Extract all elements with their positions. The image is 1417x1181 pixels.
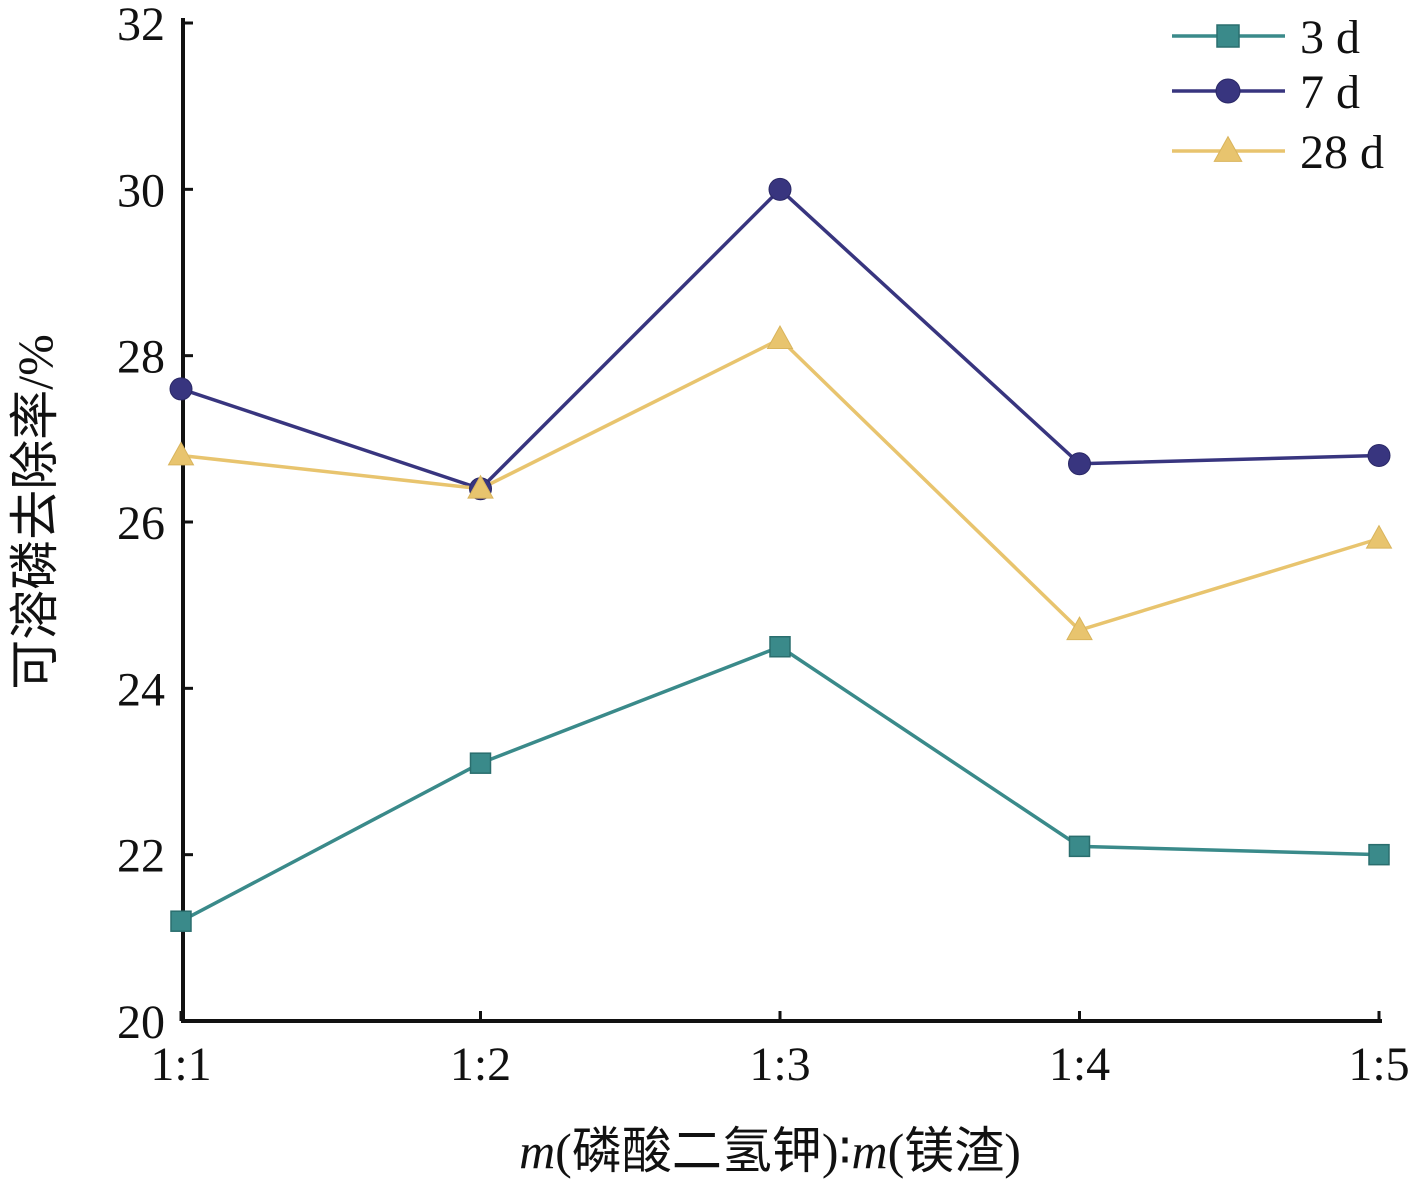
x-axis-title-end: (镁渣) <box>888 1123 1021 1179</box>
x-tick-label: 1:1 <box>150 1038 211 1091</box>
legend-marker-circle <box>1216 79 1240 103</box>
line-chart: 20222426283032 1:1 1:2 1:3 1:4 1:5 可溶磷去除率/% … <box>0 0 1417 1181</box>
data-point-circle <box>1368 444 1390 466</box>
series-line-2 <box>181 339 1379 630</box>
x-tick-label: 1:2 <box>450 1038 511 1091</box>
data-point-square <box>770 637 790 657</box>
legend-label: 28 d <box>1300 126 1384 179</box>
data-point-triangle <box>169 442 194 464</box>
axes <box>181 18 1382 1021</box>
y-tick-label: 22 <box>117 830 165 883</box>
series-line-0 <box>181 647 1379 921</box>
data-point-circle <box>1069 453 1091 475</box>
y-tick-label: 24 <box>117 663 165 716</box>
series-lines <box>181 189 1379 921</box>
data-point-circle <box>769 178 791 200</box>
x-tick-label: 1:5 <box>1348 1038 1409 1091</box>
y-tick-label: 32 <box>117 0 165 51</box>
data-point-square <box>1369 845 1389 865</box>
legend-marker-square <box>1217 25 1239 47</box>
legend: 3 d7 d 28 d <box>1172 11 1384 179</box>
x-axis-title: m(磷酸二氢钾)∶m(镁渣) <box>519 1123 1021 1179</box>
x-axis-title-var1: m <box>519 1123 555 1179</box>
x-axis-title-var2: m <box>852 1123 888 1179</box>
x-tick-label: 1:4 <box>1049 1038 1110 1091</box>
data-point-circle <box>170 378 192 400</box>
data-point-square <box>471 753 491 773</box>
y-tick-label: 28 <box>117 331 165 384</box>
data-point-square <box>171 911 191 931</box>
x-tick-label: 1:3 <box>749 1038 810 1091</box>
legend-marker-triangle <box>1214 137 1242 162</box>
legend-label: 7 d <box>1300 66 1360 119</box>
series-markers <box>169 178 1392 931</box>
y-tick-label: 26 <box>117 497 165 550</box>
data-point-triangle <box>768 326 793 348</box>
legend-label: 3 d <box>1300 11 1360 64</box>
x-axis-title-mid: (磷酸二氢钾)∶ <box>555 1123 851 1179</box>
data-point-square <box>1070 836 1090 856</box>
y-tick-label: 30 <box>117 164 165 217</box>
data-point-triangle <box>1367 526 1392 548</box>
y-axis-title: 可溶磷去除率/% <box>7 334 63 690</box>
